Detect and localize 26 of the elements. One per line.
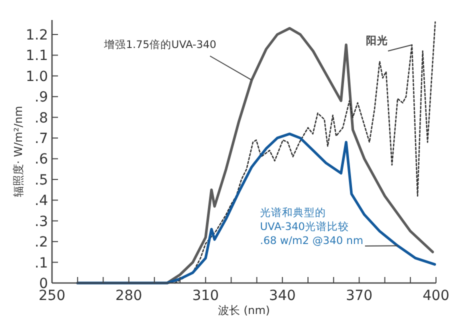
annotation: 阳光 bbox=[366, 35, 412, 52]
y-tick-label: .4 bbox=[34, 193, 48, 210]
y-tick-label: .5 bbox=[34, 172, 48, 188]
annotation: 阳光 bbox=[366, 34, 388, 47]
y-tick-label: .6 bbox=[34, 152, 48, 168]
annotation: 光谱和典型的 UVA-340光谱比较 .68 w/m2 @340 nm bbox=[260, 207, 398, 247]
x-tick-label: 250 bbox=[38, 288, 66, 304]
y-tick-label: .2 bbox=[34, 234, 48, 251]
x-tick-label: 310 bbox=[192, 288, 219, 304]
y-tick-label: .3 bbox=[34, 214, 48, 230]
y-tick-label: .9 bbox=[34, 90, 48, 106]
annotation: 增强1.75倍的UVA-340 bbox=[103, 38, 216, 51]
y-tick-label: .8 bbox=[34, 110, 48, 126]
x-tick-label: 370 bbox=[346, 288, 373, 304]
y-axis-title: 辐照度· W/m²/nm bbox=[12, 106, 25, 198]
y-tick-label: 1.0 bbox=[26, 68, 48, 85]
x-tick-label: 280 bbox=[115, 288, 142, 304]
x-tick-label: 340 bbox=[269, 288, 296, 304]
y-tick-label: 1.1 bbox=[26, 48, 48, 64]
y-tick-label: .7 bbox=[34, 131, 48, 148]
x-axis-title: 波长 (nm) bbox=[218, 304, 270, 317]
annotation: 增强1.75倍的UVA-340 bbox=[104, 39, 252, 81]
annotation: 光谱和典型的 UVA-340光谱比较 .68 w/m2 @340 nm bbox=[260, 206, 364, 247]
y-tick-label: 1.2 bbox=[26, 27, 48, 44]
x-tick-label: 400 bbox=[422, 288, 450, 304]
y-tick-label: .1 bbox=[34, 255, 48, 272]
